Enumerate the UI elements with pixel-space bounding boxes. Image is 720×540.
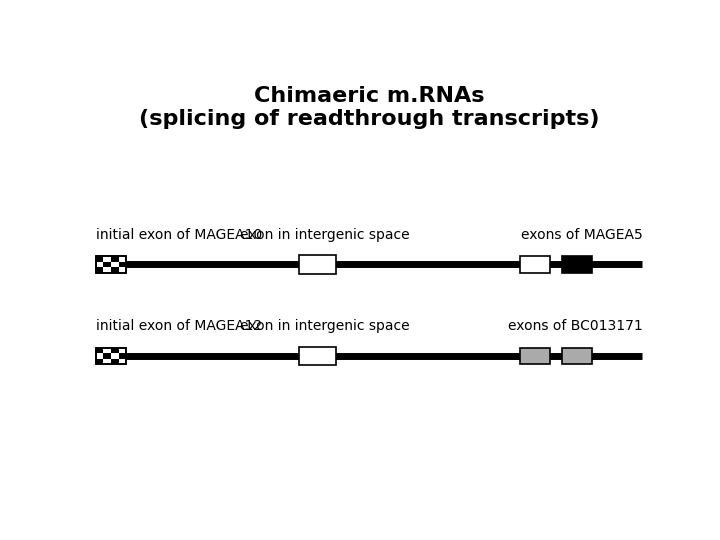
- Bar: [520, 256, 550, 273]
- Bar: [96, 267, 103, 273]
- Bar: [520, 348, 550, 364]
- Bar: [103, 261, 111, 267]
- Bar: [562, 256, 593, 273]
- Bar: [96, 256, 126, 273]
- Text: initial exon of MAGEA10: initial exon of MAGEA10: [96, 227, 262, 241]
- Bar: [103, 353, 111, 359]
- Bar: [96, 359, 103, 364]
- Bar: [96, 256, 103, 261]
- Text: exon in intergenic space: exon in intergenic space: [240, 319, 409, 333]
- Text: exon in intergenic space: exon in intergenic space: [240, 227, 409, 241]
- Bar: [111, 256, 119, 261]
- Bar: [96, 348, 103, 353]
- Bar: [96, 256, 126, 273]
- Text: Chimaeric m.RNAs
(splicing of readthrough transcripts): Chimaeric m.RNAs (splicing of readthroug…: [139, 85, 599, 129]
- Bar: [562, 348, 593, 364]
- Bar: [300, 347, 336, 365]
- Bar: [96, 348, 126, 364]
- Bar: [119, 261, 126, 267]
- Bar: [111, 348, 119, 353]
- Bar: [300, 255, 336, 274]
- Bar: [111, 359, 119, 364]
- Text: initial exon of MAGEA12: initial exon of MAGEA12: [96, 319, 262, 333]
- Text: exons of MAGEA5: exons of MAGEA5: [521, 227, 642, 241]
- Bar: [111, 267, 119, 273]
- Bar: [119, 353, 126, 359]
- Bar: [96, 348, 126, 364]
- Text: exons of BC013171: exons of BC013171: [508, 319, 642, 333]
